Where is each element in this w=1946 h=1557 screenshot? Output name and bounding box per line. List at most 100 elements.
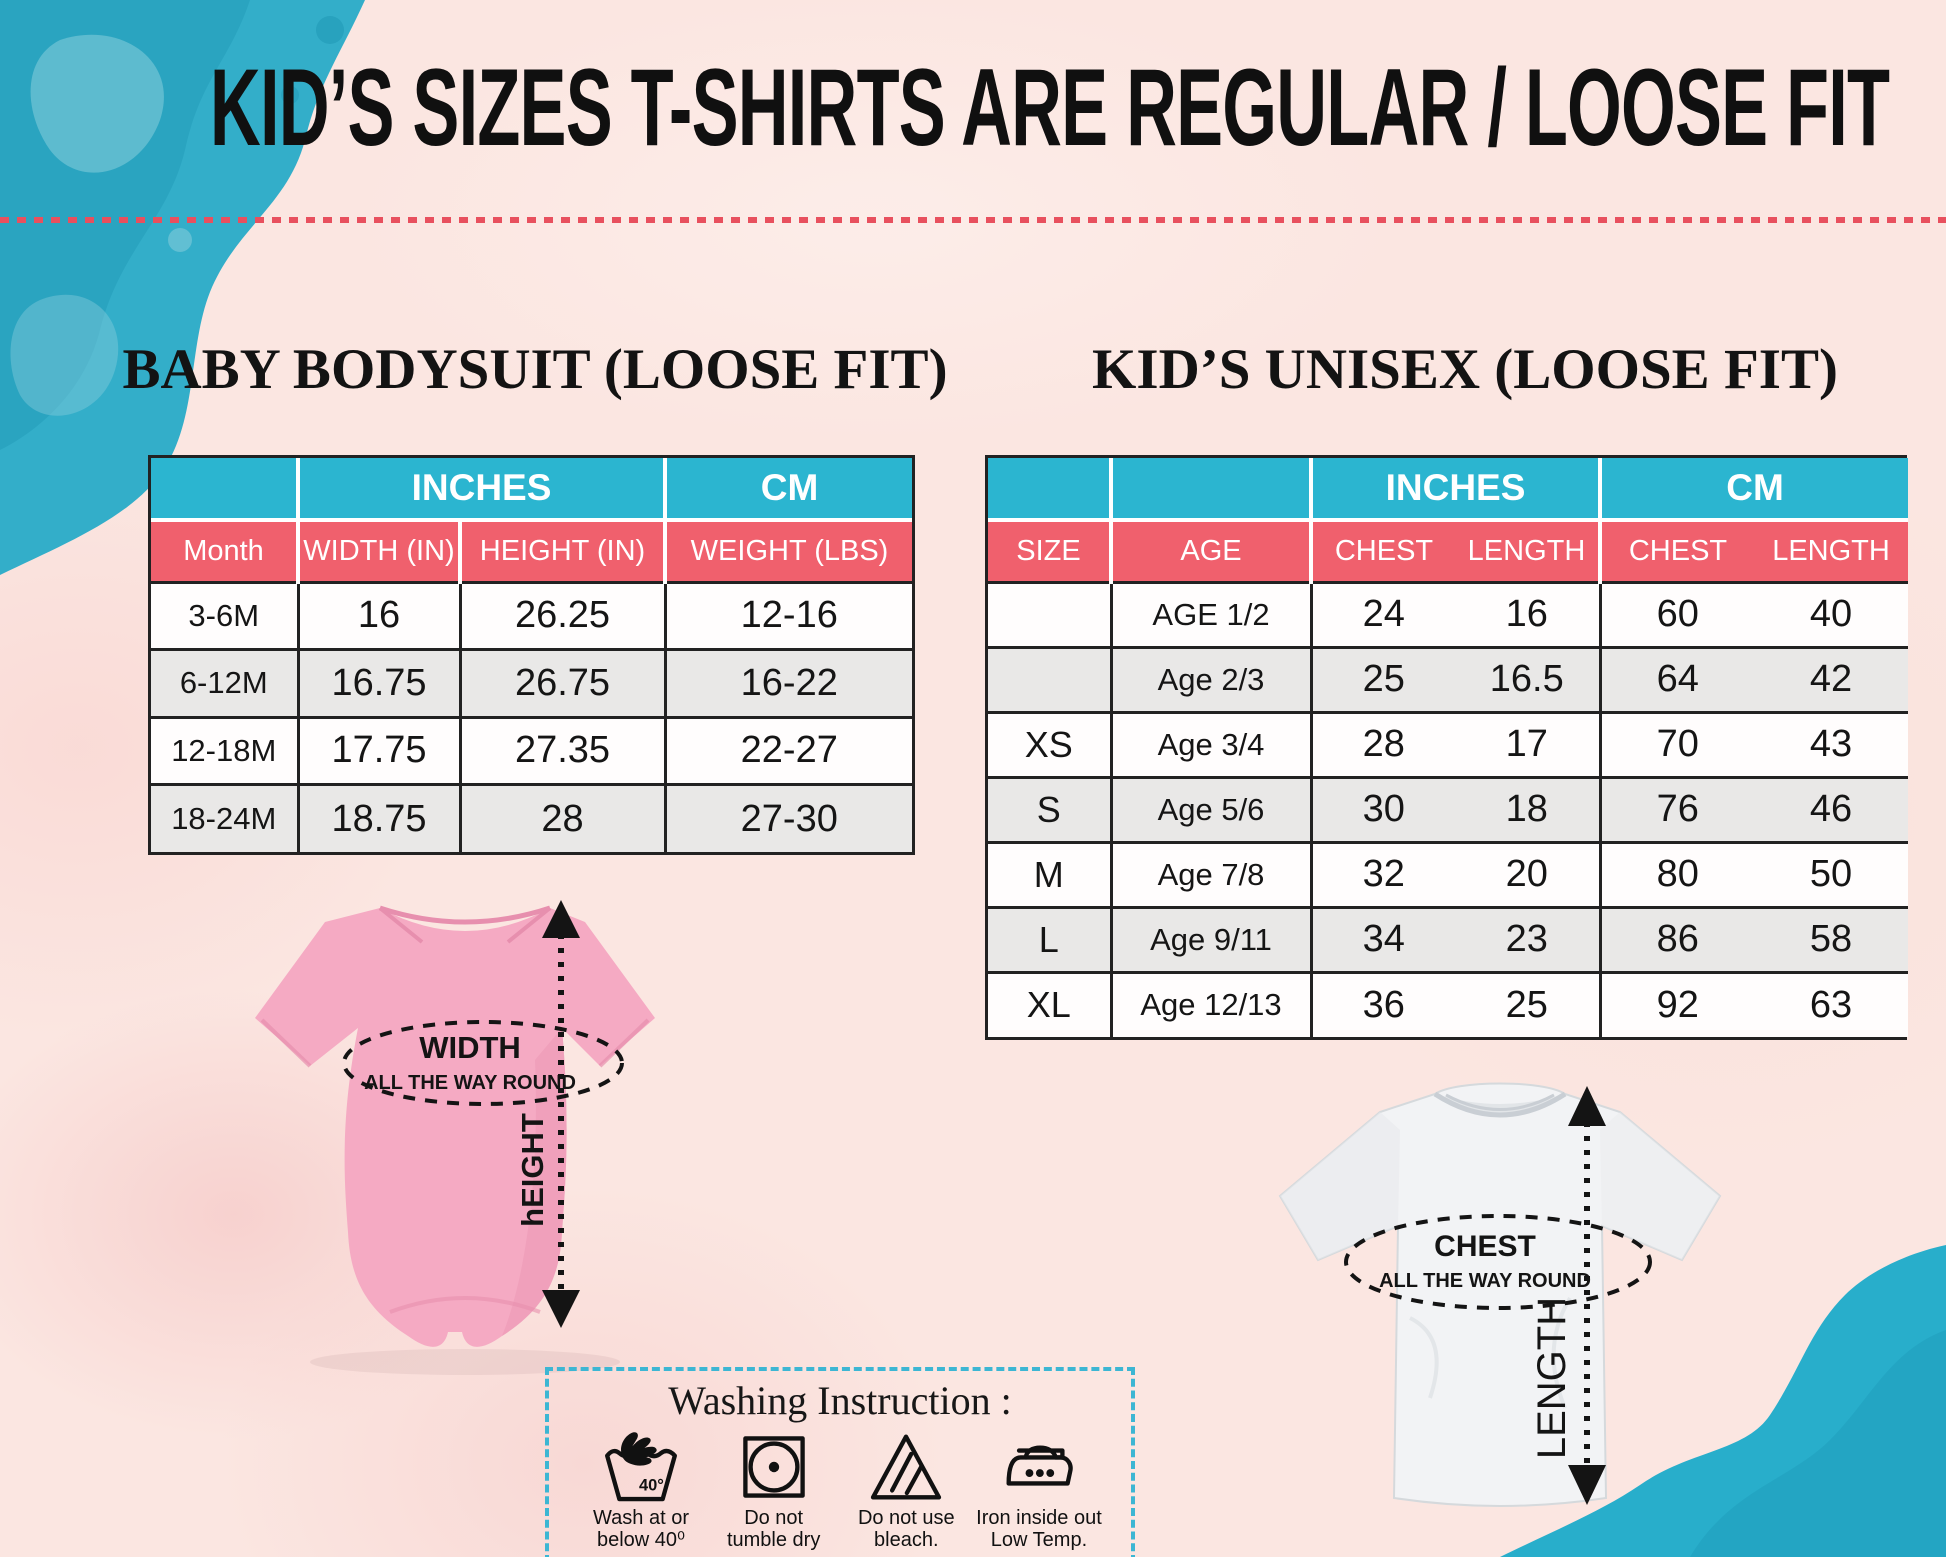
table-cell: Age 5/6 <box>1111 777 1313 844</box>
arrow-up-icon <box>542 900 580 938</box>
table-cell: Age 9/11 <box>1111 907 1313 974</box>
table-cell: 12-16 <box>665 582 912 651</box>
do-not-tumble-dry-icon <box>742 1436 805 1498</box>
washing-title: Washing Instruction : <box>668 1378 1012 1423</box>
table-row: L Age 9/11 34 23 86 58 <box>988 907 1909 974</box>
table-cell: 32 <box>1311 842 1455 909</box>
all-the-way-round-label: ALL THE WAY ROUND <box>1379 1270 1591 1292</box>
baby-size-table: INCHES CM Month WIDTH (IN) HEIGHT (IN) W… <box>148 455 915 855</box>
washing-item: 40° Wash at or below 40⁰ <box>575 1428 707 1551</box>
cm-group-header: CM <box>1600 458 1909 522</box>
table-cell: M <box>988 842 1113 909</box>
table-cell: 76 <box>1600 777 1754 844</box>
table-cell: 24 <box>1311 582 1455 649</box>
table-cell: 12-18M <box>151 717 300 786</box>
table-cell: 46 <box>1754 777 1909 844</box>
teal-blob-top-left <box>0 0 365 575</box>
table-cell: 30 <box>1311 777 1455 844</box>
width-measure-ellipse <box>342 1020 624 1106</box>
wash-temp-badge: 40° <box>639 1476 664 1494</box>
chest-measure-ellipse <box>1344 1214 1652 1310</box>
table-cell: 40 <box>1754 582 1909 649</box>
page-title: KID’S SIZES T-SHIRTS ARE REGULAR / LOOSE… <box>209 45 1890 169</box>
column-header: AGE <box>1111 520 1313 584</box>
table-cell: 43 <box>1754 712 1909 779</box>
table-row: XL Age 12/13 36 25 92 63 <box>988 972 1909 1037</box>
table-cell: 42 <box>1754 647 1909 714</box>
table-cell: 25 <box>1311 647 1455 714</box>
column-header: CHEST <box>1600 520 1754 584</box>
table-cell: 70 <box>1600 712 1754 779</box>
table-cell: 17 <box>1455 712 1602 779</box>
table-cell: 18 <box>1455 777 1602 844</box>
table-cell: 27-30 <box>740 797 838 840</box>
table-row: S Age 5/6 30 18 76 46 <box>988 777 1909 844</box>
washing-item: Do not tumble dry <box>708 1428 840 1551</box>
length-label: LENGTH <box>1530 1297 1574 1459</box>
column-header: WEIGHT (LBS) <box>665 520 912 584</box>
table-row: 6-12M 16.75 26.75 16-22 <box>151 649 912 719</box>
baby-section-heading: BABY BODYSUIT (LOOSE FIT) <box>122 338 948 401</box>
inches-group-header: INCHES <box>1311 458 1602 522</box>
column-header: LENGTH <box>1754 520 1909 584</box>
all-the-way-round-label: ALL THE WAY ROUND <box>364 1072 576 1094</box>
teal-blob-bottom-right <box>1500 1245 1946 1557</box>
table-cell: S <box>988 777 1113 844</box>
chest-label: CHEST <box>1434 1230 1536 1263</box>
arrow-down-icon <box>542 1290 580 1328</box>
table-cell: Age 12/13 <box>1111 972 1313 1037</box>
column-header: CHEST <box>1311 520 1455 584</box>
table-cell: 16 <box>298 582 462 651</box>
table-row: 3-6M 16 26.25 12-16 <box>151 582 912 651</box>
table-cell: Age 7/8 <box>1111 842 1313 909</box>
table-cell: Age 2/3 <box>1111 647 1313 714</box>
table-cell: 80 <box>1600 842 1754 909</box>
do-not-bleach-icon <box>871 1434 942 1500</box>
bodysuit-shape <box>255 908 655 1347</box>
table-cell: XL <box>988 972 1113 1037</box>
empty-group-cell <box>988 458 1113 522</box>
table-cell: 86 <box>1600 907 1754 974</box>
table-cell: 17.75 <box>298 717 462 786</box>
hand-wash-40-icon: 40° <box>605 1432 677 1502</box>
table-cell: 50 <box>1754 842 1909 909</box>
height-label: hEIGHT <box>515 1113 550 1227</box>
table-row: AGE 1/2 24 16 60 40 <box>988 582 1909 649</box>
table-header-row: SIZE AGE CHEST LENGTH CHEST LENGTH <box>988 520 1909 584</box>
empty-group-cell <box>1111 458 1313 522</box>
washing-item: Iron inside out Low Temp. <box>973 1428 1105 1551</box>
table-cell: AGE 1/2 <box>1111 582 1313 649</box>
cm-group-header: CM <box>665 458 912 522</box>
table-cell: 6-12M <box>151 649 300 719</box>
kids-size-table: INCHES CM SIZE AGE CHEST LENGTH CHEST LE… <box>985 455 1909 1040</box>
table-cell: 16.75 <box>298 649 462 719</box>
table-cell: 26.25 <box>460 582 667 651</box>
arrow-up-icon <box>1568 1086 1606 1126</box>
arrow-down-icon <box>1568 1465 1606 1505</box>
column-header: Month <box>151 520 300 584</box>
table-row: M Age 7/8 32 20 80 50 <box>988 842 1909 909</box>
table-group-header-row: INCHES CM <box>151 458 912 522</box>
table-row: XS Age 3/4 28 17 70 43 <box>988 712 1909 779</box>
table-cell: 16.5 <box>1455 647 1602 714</box>
red-dashed-divider <box>0 217 1946 223</box>
table-cell: 36 <box>1362 983 1405 1026</box>
table-cell <box>988 647 1113 714</box>
washing-item: Do not use bleach. <box>840 1428 972 1551</box>
washing-item-label: Wash at or below 40⁰ <box>593 1507 689 1551</box>
table-cell: 18.75 <box>298 784 462 852</box>
inches-group-header: INCHES <box>298 458 667 522</box>
table-row: Age 2/3 25 16.5 64 42 <box>988 647 1909 714</box>
washing-item-label: Do not use bleach. <box>857 1507 955 1551</box>
table-cell: 34 <box>1311 907 1455 974</box>
table-cell: 18-24M <box>151 784 300 852</box>
table-group-header-row: INCHES CM <box>988 458 1909 522</box>
table-cell: 64 <box>1600 647 1754 714</box>
table-cell: 3-6M <box>151 582 300 651</box>
iron-inside-out-icon <box>1006 1445 1073 1486</box>
column-header: SIZE <box>988 520 1113 584</box>
table-cell: 28 <box>1311 712 1455 779</box>
table-cell: 58 <box>1754 907 1909 974</box>
column-header: HEIGHT (IN) <box>460 520 667 584</box>
width-label: WIDTH <box>419 1030 521 1065</box>
